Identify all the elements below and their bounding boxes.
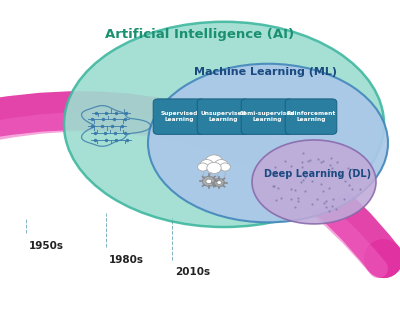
FancyBboxPatch shape xyxy=(241,99,293,134)
FancyBboxPatch shape xyxy=(153,99,205,134)
Ellipse shape xyxy=(252,140,376,224)
Text: 1980s: 1980s xyxy=(109,255,144,265)
FancyBboxPatch shape xyxy=(285,99,337,134)
Text: 2010s: 2010s xyxy=(175,267,210,277)
FancyArrowPatch shape xyxy=(0,122,378,268)
Ellipse shape xyxy=(148,64,388,222)
Text: Unsupervised
Learning: Unsupervised Learning xyxy=(200,111,246,122)
Circle shape xyxy=(200,160,214,170)
Text: Artificial Intelligence (AI): Artificial Intelligence (AI) xyxy=(106,28,294,41)
Text: Supervised
Learning: Supervised Learning xyxy=(160,111,198,122)
Circle shape xyxy=(202,176,215,186)
Text: Deep Learning (DL): Deep Learning (DL) xyxy=(264,169,372,179)
Circle shape xyxy=(217,181,222,184)
Ellipse shape xyxy=(64,22,384,227)
Circle shape xyxy=(206,179,212,183)
Text: Reinforcement
Learning: Reinforcement Learning xyxy=(286,111,336,122)
Text: Semi-supervised
Learning: Semi-supervised Learning xyxy=(239,111,295,122)
Circle shape xyxy=(214,179,224,187)
Circle shape xyxy=(220,163,230,171)
Circle shape xyxy=(214,160,228,170)
Circle shape xyxy=(205,155,223,169)
Circle shape xyxy=(198,163,208,171)
Text: 1950s: 1950s xyxy=(29,241,64,251)
Text: Machine Learning (ML): Machine Learning (ML) xyxy=(194,67,338,77)
Circle shape xyxy=(207,162,221,174)
FancyBboxPatch shape xyxy=(197,99,249,134)
FancyArrowPatch shape xyxy=(0,111,384,259)
